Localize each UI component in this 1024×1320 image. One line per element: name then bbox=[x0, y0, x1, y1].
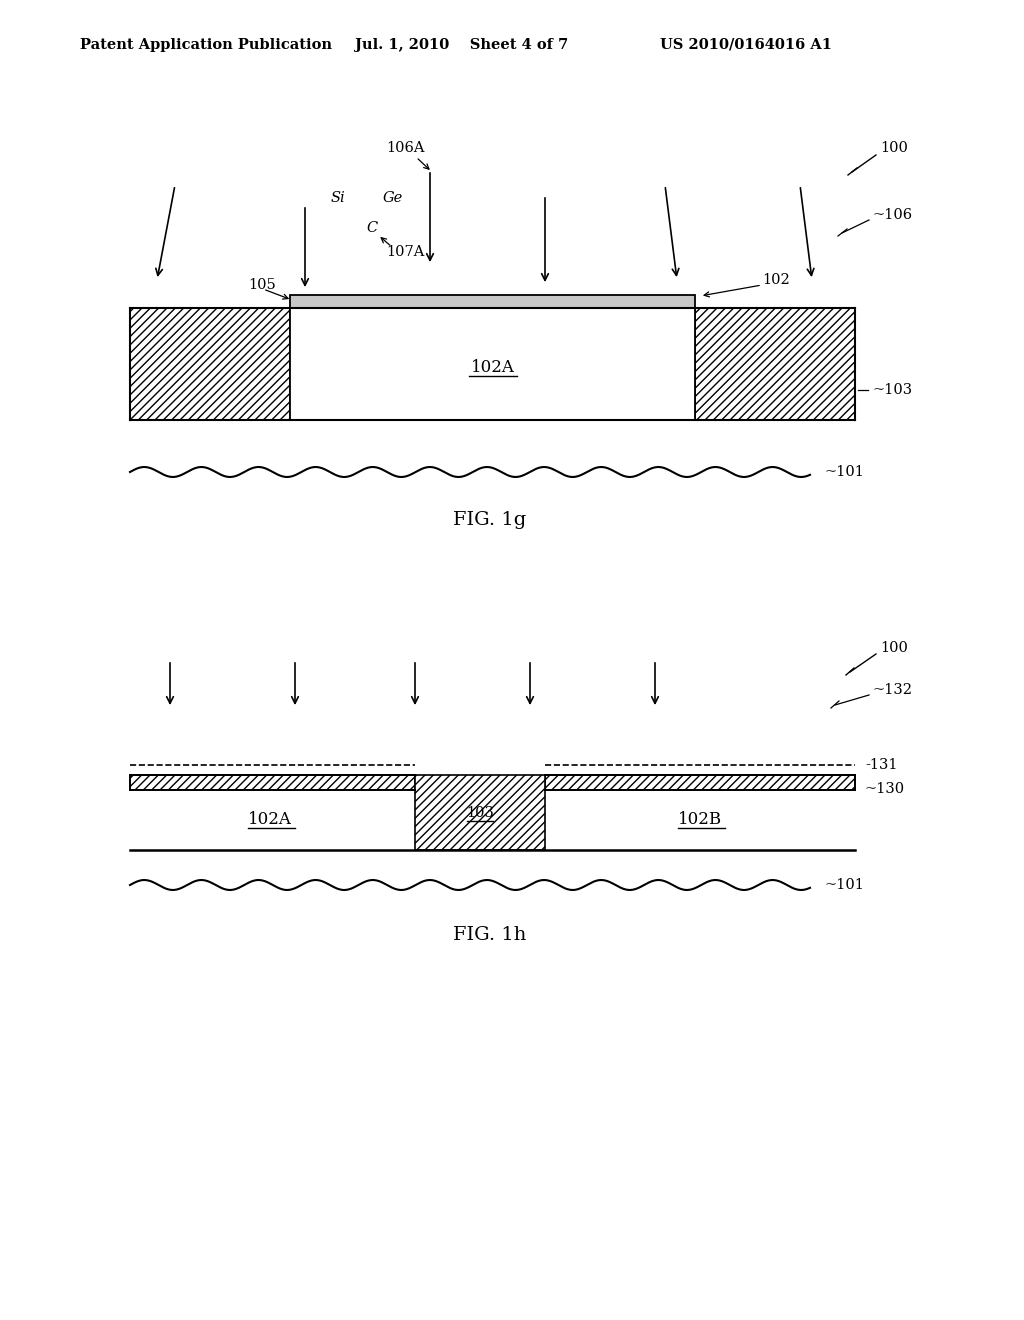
Text: 107A: 107A bbox=[386, 246, 424, 259]
Text: ~106: ~106 bbox=[872, 209, 912, 222]
Text: 102: 102 bbox=[762, 273, 790, 286]
Bar bbox=[130, 775, 415, 789]
Text: Si: Si bbox=[331, 191, 345, 205]
Text: FIG. 1h: FIG. 1h bbox=[454, 927, 526, 944]
Text: 105: 105 bbox=[248, 279, 275, 292]
Text: US 2010/0164016 A1: US 2010/0164016 A1 bbox=[660, 38, 831, 51]
Bar bbox=[290, 308, 695, 420]
Bar bbox=[545, 775, 855, 789]
Text: ~101: ~101 bbox=[825, 465, 865, 479]
Text: 100: 100 bbox=[880, 141, 908, 154]
Text: ~103: ~103 bbox=[872, 383, 912, 397]
Bar bbox=[130, 308, 290, 420]
Text: 102A: 102A bbox=[248, 812, 292, 829]
Text: 100: 100 bbox=[880, 642, 908, 655]
Text: Ge: Ge bbox=[383, 191, 403, 205]
Text: ~101: ~101 bbox=[825, 878, 865, 892]
Text: 102A: 102A bbox=[471, 359, 514, 376]
Text: Patent Application Publication: Patent Application Publication bbox=[80, 38, 332, 51]
Text: ~132: ~132 bbox=[872, 682, 912, 697]
Text: 103: 103 bbox=[466, 807, 494, 820]
Bar bbox=[290, 294, 695, 308]
Text: 106A: 106A bbox=[386, 141, 424, 154]
Text: FIG. 1g: FIG. 1g bbox=[454, 511, 526, 529]
Text: Jul. 1, 2010    Sheet 4 of 7: Jul. 1, 2010 Sheet 4 of 7 bbox=[355, 38, 568, 51]
Text: 102B: 102B bbox=[678, 812, 722, 829]
Text: ~130: ~130 bbox=[865, 781, 905, 796]
Bar bbox=[695, 308, 855, 420]
Bar bbox=[415, 775, 545, 850]
Text: -131: -131 bbox=[865, 758, 897, 772]
Text: C: C bbox=[367, 220, 378, 235]
